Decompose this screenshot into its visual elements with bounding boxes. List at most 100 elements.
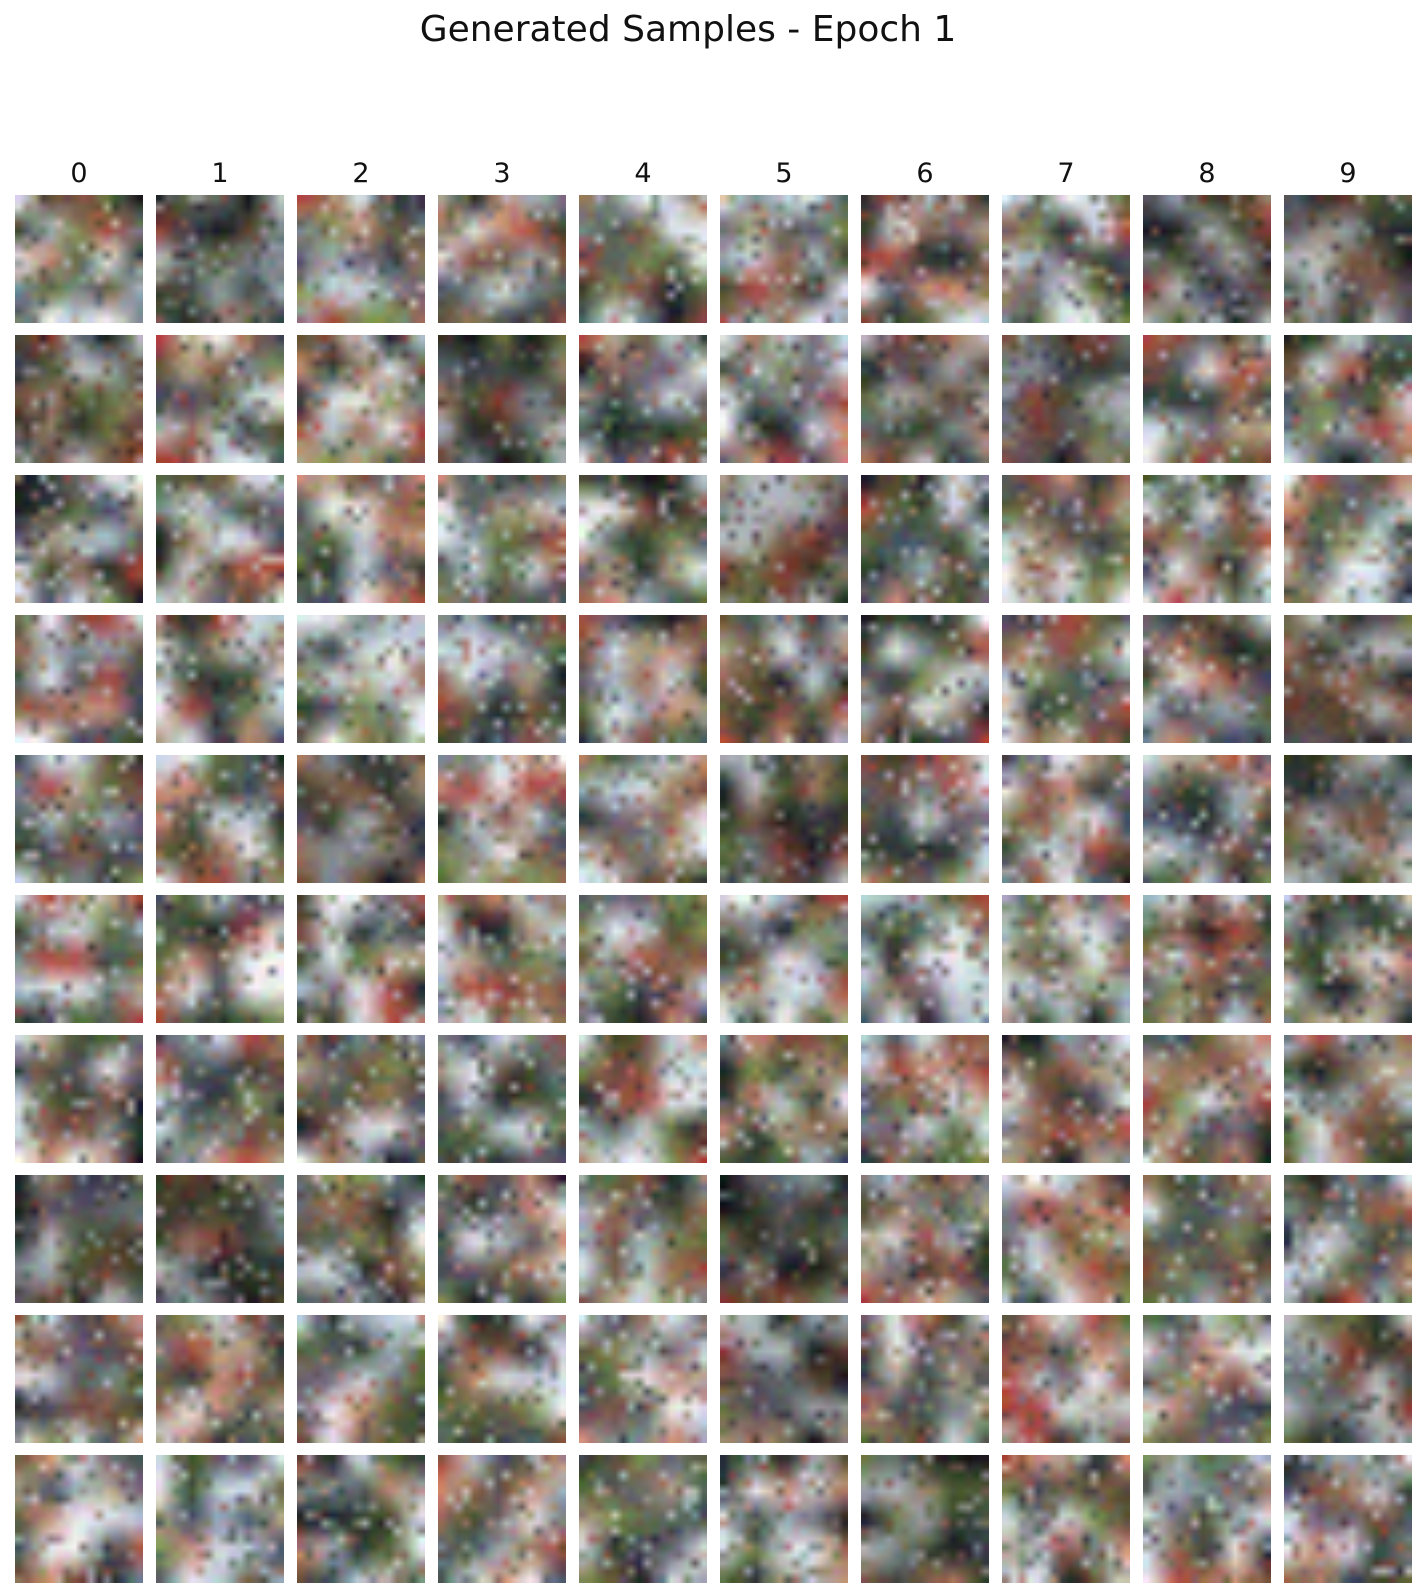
sample-image (1284, 1315, 1412, 1443)
sample-image (720, 1175, 848, 1303)
sample-image (1143, 615, 1271, 743)
sample-image (297, 335, 425, 463)
sample-image (579, 1455, 707, 1583)
sample-image (1284, 1035, 1412, 1163)
sample-image (1143, 1035, 1271, 1163)
column-label-0: 0 (70, 158, 88, 189)
sample-image (297, 615, 425, 743)
sample-image (1002, 1315, 1130, 1443)
sample-image (720, 335, 848, 463)
sample-image (438, 475, 566, 603)
column-label-2: 2 (352, 158, 370, 189)
sample-image (15, 895, 143, 1023)
sample-image (156, 1035, 284, 1163)
sample-image (1002, 1035, 1130, 1163)
sample-image (156, 335, 284, 463)
column-label-4: 4 (634, 158, 652, 189)
sample-image (15, 195, 143, 323)
sample-image (1002, 475, 1130, 603)
sample-image (579, 755, 707, 883)
sample-image (438, 1175, 566, 1303)
sample-image (156, 195, 284, 323)
sample-image (297, 1455, 425, 1583)
sample-image (438, 335, 566, 463)
sample-image (720, 1035, 848, 1163)
sample-image (1284, 335, 1412, 463)
column-label-7: 7 (1057, 158, 1075, 189)
sample-image (861, 615, 989, 743)
sample-image (15, 755, 143, 883)
sample-image (1143, 195, 1271, 323)
sample-image (156, 1455, 284, 1583)
sample-image (720, 195, 848, 323)
sample-image (15, 1455, 143, 1583)
column-label-9: 9 (1339, 158, 1357, 189)
sample-image (1284, 1175, 1412, 1303)
sample-image (156, 475, 284, 603)
sample-image (438, 615, 566, 743)
sample-image (15, 1175, 143, 1303)
sample-image (861, 335, 989, 463)
sample-image (579, 895, 707, 1023)
sample-image (1284, 615, 1412, 743)
sample-image (720, 1455, 848, 1583)
sample-image (861, 1315, 989, 1443)
sample-image (156, 755, 284, 883)
sample-image (297, 1315, 425, 1443)
sample-image (1284, 755, 1412, 883)
sample-image (297, 895, 425, 1023)
sample-image (1002, 615, 1130, 743)
sample-image (579, 195, 707, 323)
sample-image (438, 195, 566, 323)
sample-image (1002, 1455, 1130, 1583)
column-label-5: 5 (775, 158, 793, 189)
sample-image (861, 195, 989, 323)
sample-image (1284, 1455, 1412, 1583)
sample-image (720, 615, 848, 743)
sample-image (156, 895, 284, 1023)
sample-image (579, 475, 707, 603)
sample-image (297, 475, 425, 603)
sample-image (438, 1035, 566, 1163)
column-label-6: 6 (916, 158, 934, 189)
sample-image (1002, 335, 1130, 463)
sample-image (15, 475, 143, 603)
sample-image (861, 895, 989, 1023)
sample-image (438, 1315, 566, 1443)
sample-image (1143, 755, 1271, 883)
sample-image (156, 1175, 284, 1303)
sample-image (297, 195, 425, 323)
sample-image (438, 1455, 566, 1583)
sample-image (15, 1035, 143, 1163)
sample-image (1284, 895, 1412, 1023)
sample-image (720, 755, 848, 883)
sample-image (15, 1315, 143, 1443)
sample-image (861, 1035, 989, 1163)
sample-image (1143, 1175, 1271, 1303)
sample-image (579, 335, 707, 463)
sample-image (1143, 475, 1271, 603)
sample-image (579, 1035, 707, 1163)
sample-image (861, 1455, 989, 1583)
sample-image (861, 755, 989, 883)
sample-image (1143, 1315, 1271, 1443)
sample-image (1002, 755, 1130, 883)
sample-image (297, 1175, 425, 1303)
sample-image (438, 755, 566, 883)
column-label-1: 1 (211, 158, 229, 189)
sample-image (15, 615, 143, 743)
sample-image (1002, 195, 1130, 323)
sample-image (297, 1035, 425, 1163)
sample-image (297, 755, 425, 883)
sample-image (720, 895, 848, 1023)
sample-image (1284, 475, 1412, 603)
sample-image (579, 615, 707, 743)
sample-image (720, 475, 848, 603)
sample-image (579, 1175, 707, 1303)
sample-image (579, 1315, 707, 1443)
sample-image (1002, 1175, 1130, 1303)
column-label-8: 8 (1198, 158, 1216, 189)
sample-image (1002, 895, 1130, 1023)
sample-image (1143, 895, 1271, 1023)
sample-image (156, 615, 284, 743)
